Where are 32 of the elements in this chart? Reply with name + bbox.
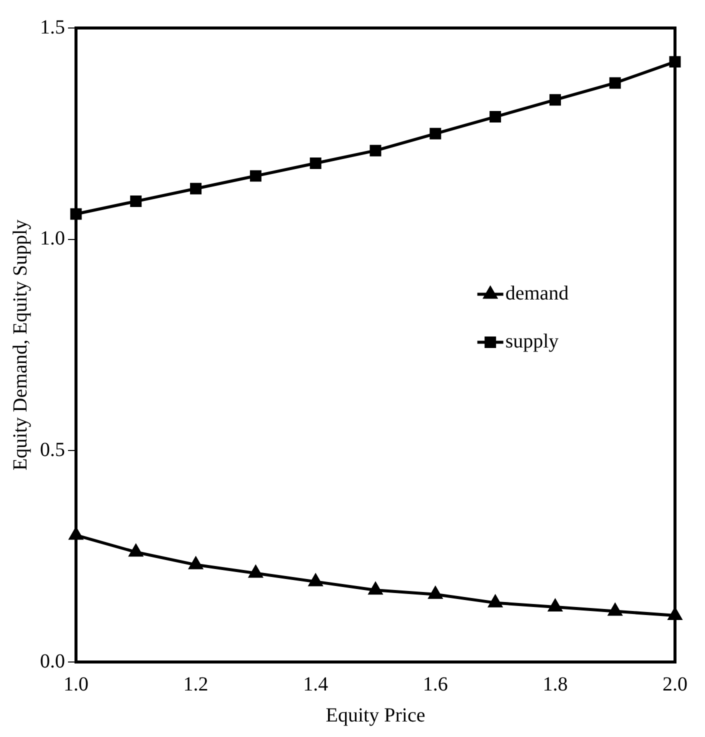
x-tick-label: 1.4 [303, 673, 328, 696]
point [609, 77, 621, 89]
point [308, 574, 322, 586]
point [428, 586, 442, 599]
x-tick-label: 1.2 [183, 673, 208, 696]
y-tick-label: 1.0 [40, 228, 65, 250]
point [190, 182, 202, 194]
x-tick-label: 2.0 [662, 673, 688, 696]
legend-label: demand [505, 282, 569, 305]
y-tick-label: 0.5 [40, 438, 65, 461]
point [189, 557, 202, 570]
point [430, 128, 442, 140]
point [488, 595, 502, 608]
point [490, 111, 502, 123]
x-axis-title: Equity Price [326, 704, 426, 726]
point [370, 144, 382, 156]
point [130, 196, 142, 208]
point [549, 94, 561, 106]
x-tick-label: 1.6 [422, 673, 448, 696]
x-tick-label: 1.8 [542, 673, 568, 696]
x-tick-label: 1.0 [64, 673, 88, 696]
point [548, 600, 562, 612]
point [129, 544, 143, 557]
y-tick-label: 0.0 [40, 650, 65, 672]
point [368, 582, 382, 595]
legend-label: supply [505, 330, 559, 353]
y-tick-label: 1.5 [40, 16, 65, 38]
point [249, 566, 262, 578]
point [310, 158, 322, 169]
point [608, 604, 622, 616]
point [250, 170, 262, 182]
y-axis-title: Equity Demand, Equity Supply [9, 219, 32, 471]
